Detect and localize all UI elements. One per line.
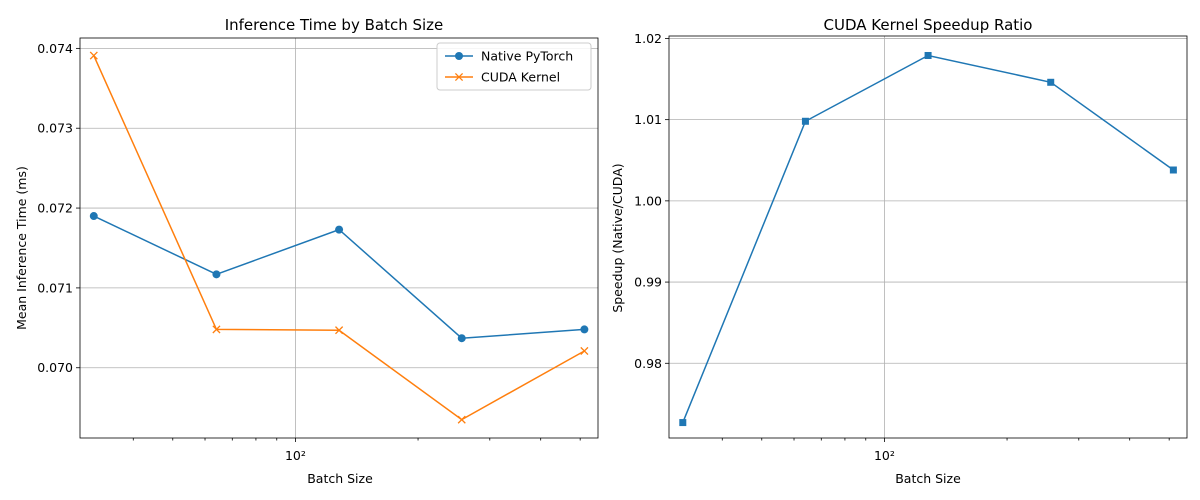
y-tick-label: 1.02: [634, 31, 662, 46]
x-tick-label: 10²: [874, 448, 895, 463]
y-tick-label: 0.074: [37, 41, 73, 56]
y-tick-label: 1.01: [634, 112, 662, 127]
x-axis-label: Batch Size: [307, 471, 373, 486]
y-tick-label: 0.072: [37, 201, 73, 216]
data-point: [924, 51, 932, 59]
data-point: [580, 325, 589, 334]
chart-title: CUDA Kernel Speedup Ratio: [824, 16, 1033, 34]
data-point: [212, 325, 221, 334]
series-0: [89, 212, 589, 343]
data-point: [1169, 166, 1177, 174]
series-0: [679, 51, 1177, 427]
x-axis-label: Batch Size: [895, 471, 961, 486]
y-tick-label: 1.00: [634, 193, 662, 208]
y-tick-label: 0.98: [634, 356, 662, 371]
y-tick-label: 0.99: [634, 275, 662, 290]
y-axis-label: Mean Inference Time (ms): [14, 166, 29, 330]
data-point: [580, 346, 589, 356]
x-tick-label: 10²: [285, 448, 306, 463]
data-point: [212, 270, 221, 279]
data-point: [89, 51, 98, 60]
legend-marker: [454, 72, 464, 82]
inference-time-chart: Inference Time by Batch Size Batch Size …: [14, 16, 599, 486]
legend-marker: [455, 52, 463, 60]
legend-label: Native PyTorch: [481, 49, 573, 64]
data-point: [457, 334, 466, 343]
data-point: [801, 117, 809, 125]
data-point: [1047, 78, 1055, 86]
speedup-ratio-chart: CUDA Kernel Speedup Ratio Batch Size Spe…: [610, 16, 1188, 486]
y-tick-label: 0.070: [37, 360, 73, 375]
plot-frame: [668, 35, 1188, 439]
y-axis-label: Speedup (Native/CUDA): [610, 163, 625, 312]
legend-item: CUDA Kernel: [445, 70, 560, 85]
legend-box: [436, 42, 592, 91]
chart-title: Inference Time by Batch Size: [225, 16, 444, 34]
legend-label: CUDA Kernel: [481, 70, 560, 85]
legend-item: Native PyTorch: [445, 49, 573, 64]
data-point: [457, 415, 466, 424]
y-tick-label: 0.071: [37, 280, 73, 295]
data-point: [335, 326, 344, 335]
y-tick-label: 0.073: [37, 121, 73, 136]
data-point: [679, 419, 687, 427]
data-point: [89, 212, 98, 221]
data-point: [335, 225, 344, 234]
series-1: [89, 51, 589, 424]
plot-frame: [79, 37, 599, 439]
